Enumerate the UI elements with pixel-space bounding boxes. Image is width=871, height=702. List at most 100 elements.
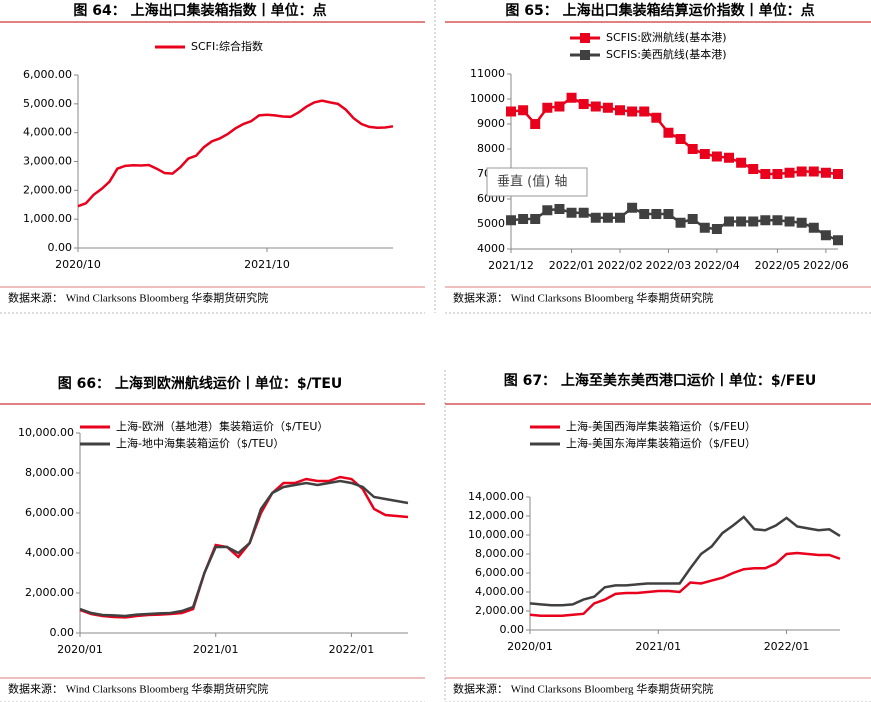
y-tick-label: 3,000.00 [23,155,72,168]
point [808,166,819,177]
chart-title: 图 66： 上海到欧洲航线运价丨单位：$/TEU [58,375,343,392]
y-tick-label: 4,000.00 [23,126,72,139]
source: 数据来源： Wind Clarksons Bloomberg 华泰期货研究院 [8,291,268,305]
y-tick-label: 8000 [477,142,505,155]
point [542,205,553,216]
point [506,106,516,117]
point [615,212,625,223]
point [687,214,698,224]
point [566,92,577,103]
legend-label: 上海-地中海集装箱运价（$/TEU） [116,436,284,450]
y-tick-label: 10,000.00 [468,528,524,541]
y-tick-label: 2,000.00 [23,183,72,196]
point [784,167,795,178]
point [518,105,529,116]
point [699,222,710,233]
point [651,209,662,219]
y-tick-label: 2,000.00 [25,586,74,599]
x-tick-label: 2022/03 [646,259,692,272]
y-tick-label: 4000 [477,242,505,255]
y-tick-label: 9000 [477,117,505,130]
point [711,224,722,234]
point [833,235,843,246]
point [687,144,698,154]
y-tick-label: 4,000.00 [25,546,74,559]
point [736,216,747,227]
legend-marker [580,50,590,60]
y-tick-label: 6,000.00 [475,566,524,579]
point [554,101,565,112]
y-tick-label: 12,000.00 [468,509,524,522]
point [518,214,529,224]
tooltip: 垂直 (值) 轴 [486,167,588,197]
point [578,99,589,109]
point [748,216,759,227]
y-tick-label: 8,000.00 [25,466,74,479]
series-line [77,99,394,208]
legend-label: SCFIS:美西航线(基本港) [606,47,727,61]
point [675,217,686,228]
tooltip-text: 垂直 (值) 轴 [497,174,567,190]
y-tick-label: 10,000.00 [18,426,74,439]
legend-label: SCFIS:欧洲航线(基本港) [606,30,727,44]
y-tick-label: 6,000.00 [25,506,74,519]
point [627,202,638,213]
y-tick-label: 0.00 [500,623,525,636]
point [772,215,783,226]
x-tick-label: 2020/10 [55,258,101,271]
point [760,169,771,179]
point [602,102,613,113]
point [639,106,650,117]
point [796,166,807,177]
x-tick-label: 2022/01 [549,259,595,272]
source: 数据来源： Wind Clarksons Bloomberg 华泰期货研究院 [8,682,268,696]
x-tick-label: 2021/01 [193,643,239,656]
point [506,215,516,226]
y-tick-label: 1,000.00 [23,212,72,225]
y-tick-label: 8,000.00 [475,547,524,560]
chart-title: 图 65： 上海出口集装箱结算运价指数丨单位：点 [505,2,814,19]
y-tick-label: 14,000.00 [468,490,524,503]
point [578,207,589,218]
x-tick-label: 2021/10 [244,258,290,271]
point [639,209,650,219]
y-tick-label: 10000 [470,92,505,105]
point [663,127,674,138]
point [651,112,662,123]
point [615,105,625,116]
tooltip-box [486,167,588,197]
series-line [510,96,839,176]
chart-title: 图 64： 上海出口集装箱指数丨单位：点 [73,2,326,19]
y-tick-label: 4,000.00 [475,585,524,598]
point [833,169,843,179]
y-tick-label: 5000 [477,217,505,230]
series-line [529,515,841,607]
point [530,214,541,224]
point [566,207,577,218]
point [760,215,771,226]
point [590,101,601,112]
x-tick-label: 2022/06 [803,259,849,272]
legend-label: SCFI:综合指数 [191,39,263,53]
point [590,212,601,223]
point [627,106,638,117]
source: 数据来源： Wind Clarksons Bloomberg 华泰期货研究院 [453,291,713,305]
point [736,157,747,168]
x-tick-label: 2021/12 [488,259,534,272]
legend-label: 上海-美国东海岸集装箱运价（$/FEU） [566,436,756,450]
y-tick-label: 0.00 [50,626,75,639]
x-tick-label: 2022/02 [597,259,643,272]
x-tick-label: 2022/01 [329,643,375,656]
point [808,222,819,233]
point [784,216,795,227]
x-tick-label: 2022/01 [764,640,810,653]
legend-marker [580,33,590,43]
legend-label: 上海-美国西海岸集装箱运价（$/FEU） [566,419,756,433]
point [663,209,674,219]
y-tick-label: 0.00 [48,241,73,254]
x-tick-label: 2020/01 [507,640,553,653]
y-tick-label: 2,000.00 [475,604,524,617]
y-tick-label: 5,000.00 [23,97,72,110]
point [724,152,734,163]
